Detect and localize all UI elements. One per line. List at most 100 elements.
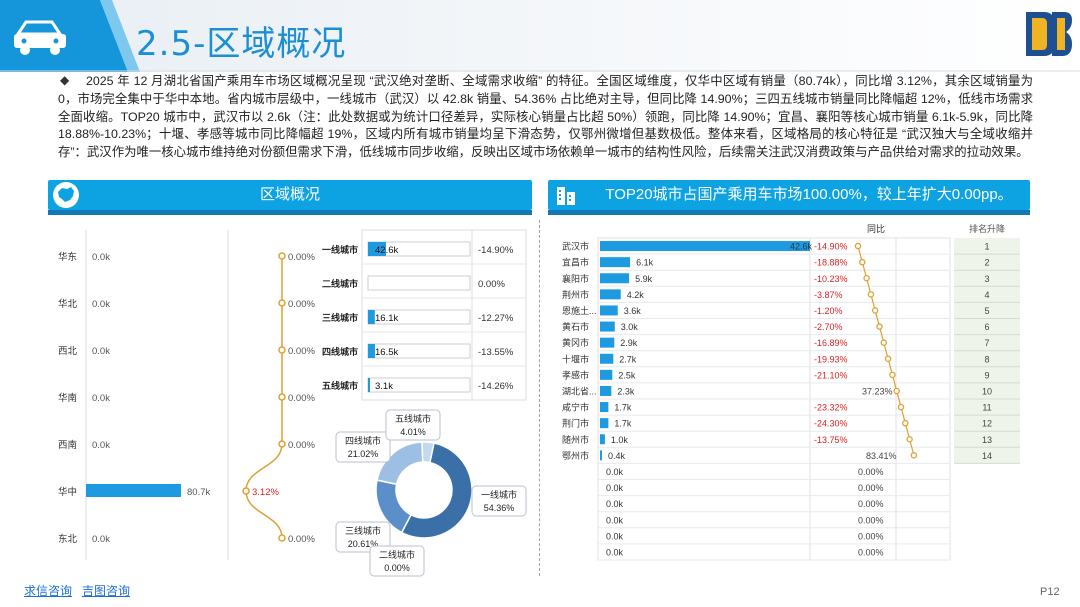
city-yoy-label: 0.00% (858, 499, 884, 509)
donut-callout-share: 21.02% (348, 449, 379, 459)
right-panel-shadow (548, 210, 1030, 215)
city-value-label: 5.9k (635, 274, 653, 284)
region-name: 华南 (58, 392, 77, 404)
tier-value-label: 3.1k (375, 381, 393, 392)
donut-callout-box (471, 485, 527, 517)
region-value-label: 0.0k (92, 534, 110, 545)
city-bar (600, 369, 613, 380)
city-name: 湖北省... (562, 385, 597, 396)
city-value-label: 0.0k (606, 515, 624, 525)
building-icon (557, 187, 575, 205)
city-value-label: 1.0k (611, 435, 629, 445)
city-bar (600, 273, 630, 284)
city-name: 荆门市 (562, 418, 589, 429)
region-yoy-label: 0.00% (288, 440, 315, 451)
city-value-label: 0.0k (606, 547, 624, 557)
donut-callout-share: 0.00% (384, 563, 410, 573)
region-yoy-label: 0.00% (288, 534, 315, 545)
region-value-label: 0.0k (92, 346, 110, 357)
city-name: 武汉市 (562, 241, 589, 252)
city-name: 黄石市 (562, 321, 589, 332)
city-bar (600, 418, 609, 429)
city-name: 鄂州市 (562, 450, 589, 461)
city-yoy-label: -18.88% (814, 258, 848, 268)
city-rank: 11 (982, 403, 991, 413)
city-value-label: 1.7k (614, 403, 632, 413)
tier-name: 二线城市 (322, 278, 358, 289)
left-panel-title: 区域概况 (259, 186, 320, 203)
city-value-label: 2.9k (620, 338, 638, 348)
city-yoy-point (884, 355, 892, 362)
db-logo-icon (1026, 12, 1072, 56)
tier-yoy-label: -14.90% (478, 245, 514, 256)
footer-link-qiuxin[interactable]: 求信咨询 (24, 584, 73, 598)
city-yoy-label: 83.41% (866, 451, 897, 461)
city-rank: 10 (982, 386, 992, 396)
tier-value-label: 42.6k (375, 245, 398, 256)
summary-paragraph: 2025 年 12 月湖北省国产乘用车市场区域概况呈现 “武汉绝对垄断、全域需求… (58, 74, 1033, 160)
region-yoy-label: 0.00% (288, 393, 315, 404)
city-name: 随州市 (562, 434, 589, 445)
left-panel-header: 区域概况 (48, 180, 532, 210)
city-rank: 3 (984, 274, 989, 284)
donut-callout-box (385, 409, 441, 441)
city-rank: 7 (984, 338, 989, 348)
tier-table-frame (361, 229, 527, 401)
tier-name: 五线城市 (322, 380, 358, 391)
region-name: 华北 (58, 298, 78, 310)
tier-bar (368, 242, 386, 256)
region-yoy-point (278, 534, 286, 542)
city-bar (600, 241, 810, 252)
tier-name: 三线城市 (322, 312, 358, 323)
city-bar (600, 402, 609, 413)
city-value-label: 0.0k (606, 531, 624, 541)
city-bar (600, 450, 602, 461)
city-bar (600, 434, 605, 445)
tier-bar (368, 310, 375, 324)
tier-yoy-label: -14.26% (478, 381, 514, 392)
city-name: 襄阳市 (562, 273, 589, 284)
city-yoy-point (902, 419, 909, 427)
city-value-label: 0.4k (608, 451, 626, 461)
donut-callout-name: 二线城市 (379, 549, 415, 560)
city-yoy-label: -3.87% (814, 290, 843, 300)
region-value-label: 0.0k (92, 299, 110, 310)
donut-callout-box (335, 521, 391, 553)
tier-value-label: 16.1k (375, 313, 398, 324)
city-yoy-point (897, 403, 905, 411)
region-name: 华中 (58, 486, 77, 498)
tier-value-label: 16.5k (375, 347, 398, 358)
city-value-label: 0.0k (606, 483, 624, 493)
donut-callout-name: 四线城市 (345, 435, 381, 446)
city-bar (600, 289, 621, 300)
city-value-label: 2.7k (619, 354, 637, 364)
region-bar (86, 484, 181, 497)
city-name: 恩施土... (562, 305, 597, 316)
city-yoy-label: -16.89% (814, 338, 848, 348)
region-name: 华东 (58, 251, 77, 263)
donut-callout-box (335, 431, 391, 463)
donut-callout-box (369, 545, 425, 577)
city-rank: 8 (984, 354, 989, 364)
donut-callout-name: 三线城市 (345, 525, 381, 536)
city-yoy-point (863, 275, 870, 282)
city-yoy-point (893, 387, 900, 395)
page-number: P12 (1040, 586, 1060, 598)
tier-yoy-label: 0.00% (478, 279, 505, 290)
region-yoy-point (278, 346, 286, 354)
city-rank: 9 (984, 370, 989, 380)
city-value-label: 0.0k (606, 499, 624, 509)
footer-link-jitu[interactable]: 吉图咨询 (82, 584, 131, 598)
tier-bar-track (367, 275, 471, 291)
region-yoy-point (278, 393, 286, 401)
city-rank: 2 (984, 258, 989, 268)
donut-callout-share: 4.01% (400, 427, 426, 437)
region-name: 西北 (58, 346, 78, 357)
city-yoy-label: -19.93% (814, 354, 848, 364)
city-yoy-point (859, 258, 866, 266)
city-yoy-label: 0.00% (858, 531, 884, 541)
city-rank: 12 (982, 419, 992, 429)
city-value-label: 4.2k (627, 290, 645, 300)
city-yoy-label: -21.10% (814, 370, 848, 380)
